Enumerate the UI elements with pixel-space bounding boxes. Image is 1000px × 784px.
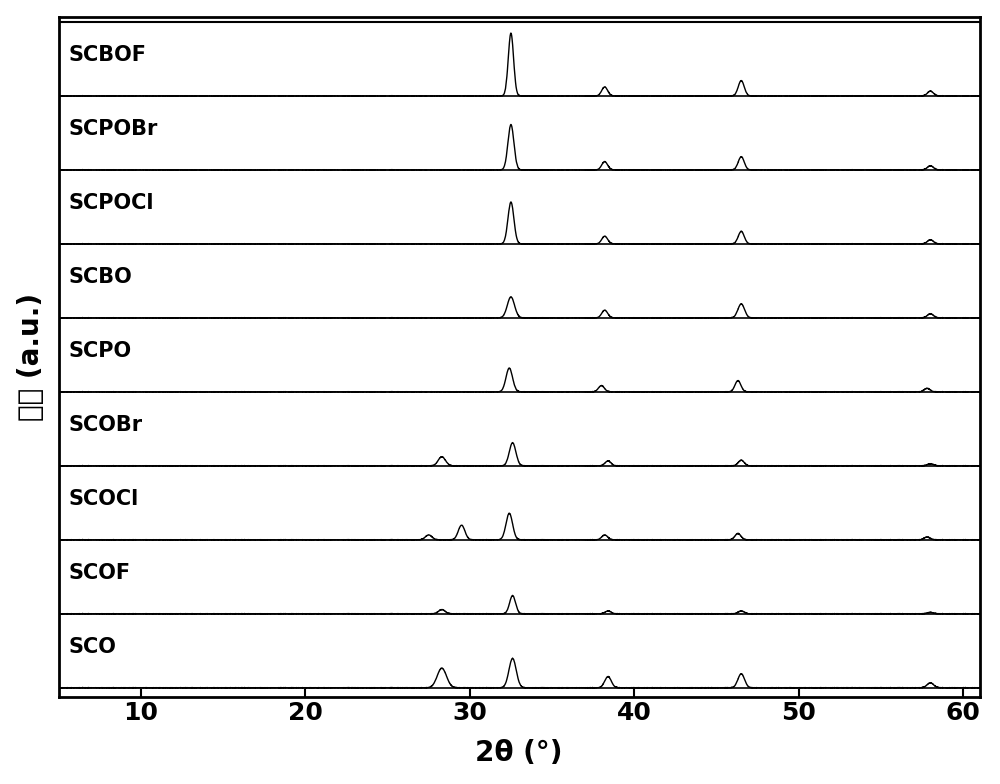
Text: SCBOF: SCBOF <box>68 45 146 65</box>
Y-axis label: 强度 (a.u.): 强度 (a.u.) <box>17 292 45 421</box>
Text: SCOCl: SCOCl <box>68 489 139 510</box>
Text: SCO: SCO <box>68 637 116 657</box>
Text: SCPOCl: SCPOCl <box>68 194 154 213</box>
Text: SCBO: SCBO <box>68 267 132 287</box>
Text: SCPO: SCPO <box>68 341 132 361</box>
Text: SCPOBr: SCPOBr <box>68 119 158 140</box>
Text: SCOF: SCOF <box>68 563 131 583</box>
X-axis label: 2θ (°): 2θ (°) <box>475 739 563 768</box>
Text: SCOBr: SCOBr <box>68 416 143 435</box>
